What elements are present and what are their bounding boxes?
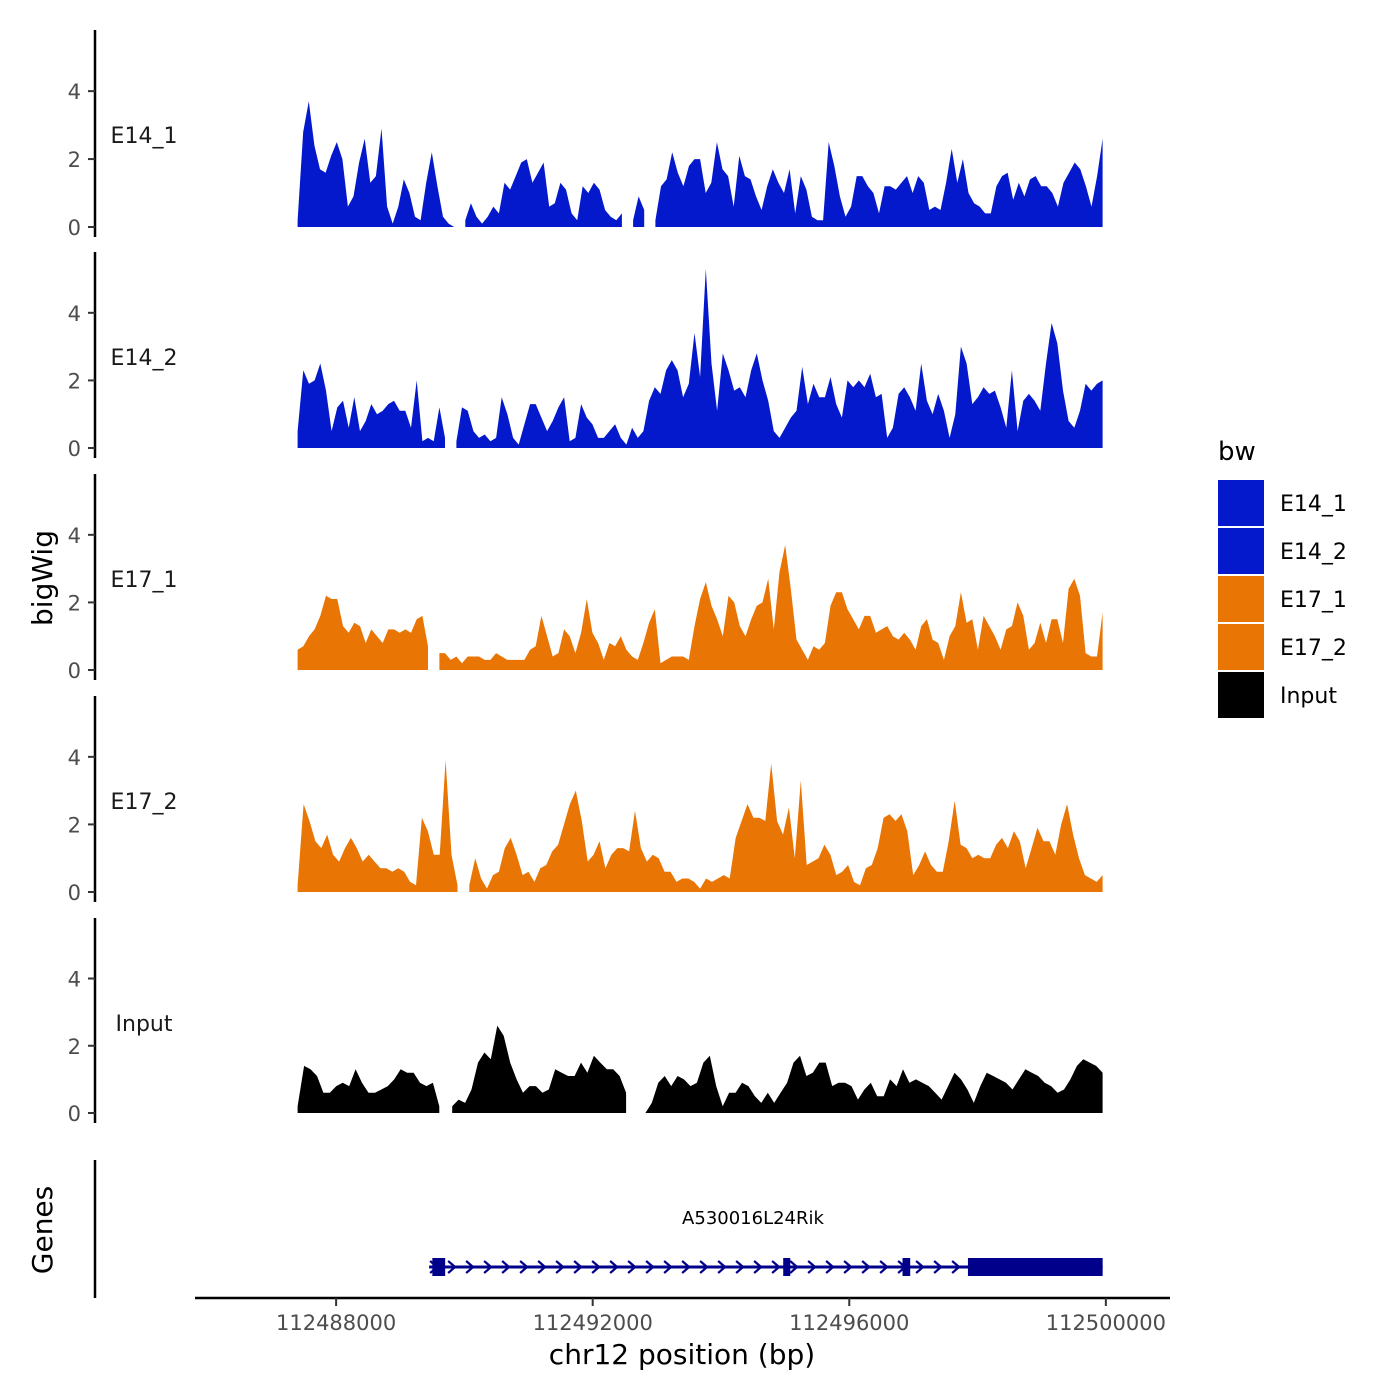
genes-axis-title: Genes <box>26 1186 59 1274</box>
strand-arrow <box>789 1260 799 1274</box>
track-input: 0 2 4 Input <box>68 918 1103 1126</box>
track-e14-1: 0 2 4 E14_1 <box>68 30 1103 240</box>
strand-arrow <box>501 1260 511 1274</box>
y-tick-label: 2 <box>68 813 81 837</box>
track-e17-1: 0 2 4 E17_1 <box>68 474 1103 683</box>
strand-arrow <box>663 1260 673 1274</box>
y-tick-label: 4 <box>68 968 81 992</box>
legend-label: E14_2 <box>1280 540 1347 565</box>
x-axis-title: chr12 position (bp) <box>549 1338 815 1371</box>
x-tick-label: 112492000 <box>533 1311 653 1335</box>
coverage-area <box>452 1025 627 1113</box>
y-tick-label: 0 <box>68 216 81 240</box>
strand-arrow <box>627 1260 637 1274</box>
strand-arrow <box>447 1260 457 1274</box>
y-tick-label: 4 <box>68 746 81 770</box>
legend-title: bw <box>1218 437 1256 467</box>
legend-swatch <box>1218 624 1264 670</box>
coverage-area <box>639 1055 1103 1113</box>
coverage-area <box>655 138 1103 227</box>
strand-arrow <box>879 1260 889 1274</box>
y-tick-label: 0 <box>68 659 81 683</box>
strand-arrow <box>771 1260 781 1274</box>
coverage-area <box>633 196 645 227</box>
coverage-area <box>469 763 1103 892</box>
genes-panel: A530016L24Rik <box>93 1160 1103 1298</box>
y-tick-label: 2 <box>68 1035 81 1059</box>
strand-arrow <box>555 1260 565 1274</box>
track-e14-2: 0 2 4 E14_2 <box>68 252 1103 461</box>
gene-name: A530016L24Rik <box>682 1208 824 1229</box>
strand-arrow <box>699 1260 709 1274</box>
y-tick-label: 2 <box>68 148 81 172</box>
tracks-group: 0 2 4 E14_1 0 2 4 E14_2 0 2 4 E17_1 0 2 4 E17_2 0 2 4 Input <box>68 30 1103 1126</box>
strand-arrow <box>537 1260 547 1274</box>
track-label: E17_1 <box>111 568 178 593</box>
track-label: Input <box>116 1012 173 1037</box>
legend: bw E14_1 E14_2 E17_1 E17_2 Input <box>1218 437 1347 718</box>
y-tick-label: 2 <box>68 369 81 393</box>
track-label: E17_2 <box>111 790 178 815</box>
strand-arrow <box>717 1260 727 1274</box>
coverage-area <box>439 545 1103 670</box>
y-tick-label: 4 <box>68 302 81 326</box>
strand-arrow <box>573 1260 583 1274</box>
track-label: E14_2 <box>111 346 178 371</box>
track-e17-2: 0 2 4 E17_2 <box>68 696 1103 905</box>
strand-arrow <box>609 1260 619 1274</box>
track-label: E14_1 <box>111 124 178 149</box>
strand-arrow <box>645 1260 655 1274</box>
y-tick-label: 2 <box>68 591 81 615</box>
coverage-area <box>456 268 1103 448</box>
strand-arrow <box>933 1260 943 1274</box>
x-tick-label: 112488000 <box>276 1311 396 1335</box>
legend-swatch <box>1218 480 1264 526</box>
legend-swatch <box>1218 528 1264 574</box>
coverage-area <box>297 760 458 892</box>
y-tick-label: 4 <box>68 80 81 104</box>
gene-model: A530016L24Rik <box>429 1208 1103 1276</box>
y-tick-label: 0 <box>68 1102 81 1126</box>
strand-arrow <box>951 1260 961 1274</box>
strand-arrow <box>825 1260 835 1274</box>
strand-arrow <box>681 1260 691 1274</box>
strand-arrow <box>519 1260 529 1274</box>
legend-swatch <box>1218 672 1264 718</box>
strand-arrow <box>735 1260 745 1274</box>
gene-exon <box>967 1258 1103 1276</box>
strand-arrow <box>861 1260 871 1274</box>
strand-arrow <box>843 1260 853 1274</box>
coverage-area <box>297 1065 440 1113</box>
legend-label: Input <box>1280 684 1337 709</box>
strand-arrow <box>753 1260 763 1274</box>
gene-exon <box>783 1258 791 1276</box>
coverage-area <box>465 159 622 227</box>
x-axis: 112488000 112492000 112496000 112500000 <box>195 1296 1170 1335</box>
y-tick-label: 0 <box>68 881 81 905</box>
legend-swatch <box>1218 576 1264 622</box>
legend-label: E17_2 <box>1280 636 1347 661</box>
gene-exon <box>432 1258 446 1276</box>
legend-label: E17_1 <box>1280 588 1347 613</box>
y-axis-title: bigWig <box>26 530 59 626</box>
y-tick-label: 4 <box>68 524 81 548</box>
strand-arrow <box>915 1260 925 1274</box>
strand-arrow <box>807 1260 817 1274</box>
gene-exon <box>902 1258 911 1276</box>
x-tick-label: 112500000 <box>1046 1311 1166 1335</box>
strand-arrow <box>465 1260 475 1274</box>
strand-arrow <box>591 1260 601 1274</box>
y-tick-label: 0 <box>68 437 81 461</box>
x-tick-label: 112496000 <box>789 1311 909 1335</box>
coverage-area <box>297 101 455 227</box>
coverage-area <box>297 595 428 670</box>
strand-arrow <box>483 1260 493 1274</box>
coverage-area <box>297 363 445 448</box>
legend-label: E14_1 <box>1280 492 1347 517</box>
